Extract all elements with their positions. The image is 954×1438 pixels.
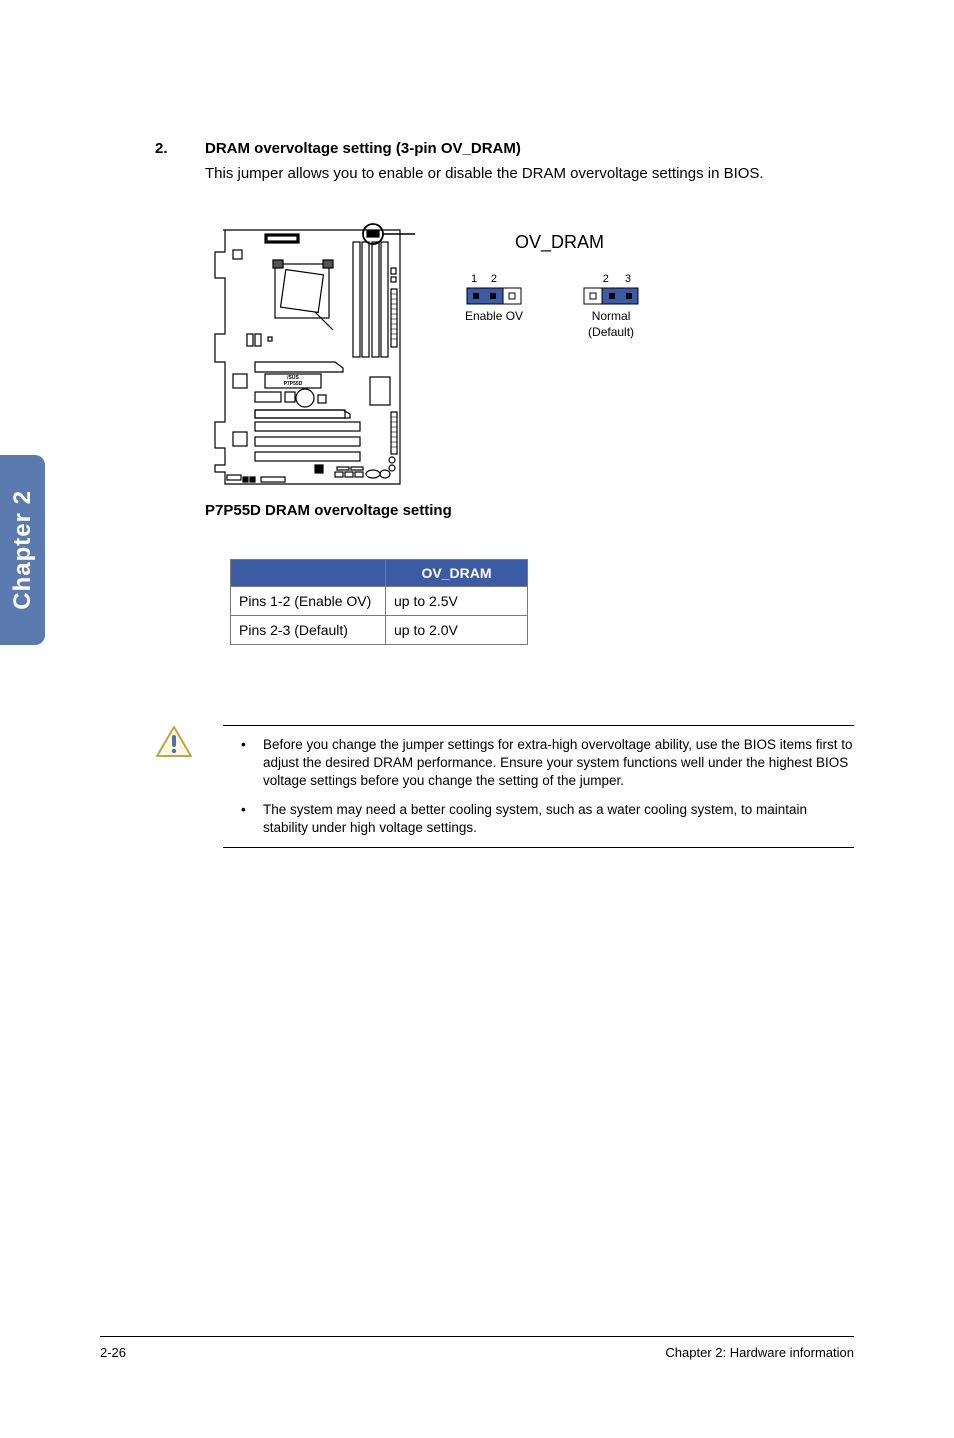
section-description: This jumper allows you to enable or disa… xyxy=(205,165,854,182)
table-row: Pins 1-2 (Enable OV) up to 2.5V xyxy=(231,587,528,616)
jumper-detail: OV_DRAM 1 2 Enable OV xyxy=(465,222,639,492)
table-cell-value: up to 2.0V xyxy=(386,616,528,645)
settings-table: OV_DRAM Pins 1-2 (Enable OV) up to 2.5V … xyxy=(230,559,528,645)
page-number: 2-26 xyxy=(100,1345,126,1360)
table-header-ovdram: OV_DRAM xyxy=(386,560,528,587)
caution-content: Before you change the jumper settings fo… xyxy=(223,725,854,848)
caution-item: The system may need a better cooling sys… xyxy=(223,801,854,837)
table-header-row: OV_DRAM xyxy=(231,560,528,587)
section-title: DRAM overvoltage setting (3-pin OV_DRAM) xyxy=(205,140,521,157)
jumper-enable-label: Enable OV xyxy=(465,309,523,325)
table-cell-pins: Pins 1-2 (Enable OV) xyxy=(231,587,386,616)
pin-numbers: 1 2 xyxy=(465,273,517,285)
jumper-enable-block: 1 2 Enable OV xyxy=(465,273,523,340)
caution-item: Before you change the jumper settings fo… xyxy=(223,736,854,791)
diagram-caption: P7P55D DRAM overvoltage setting xyxy=(205,502,854,519)
pin-2-label: 2 xyxy=(491,273,497,285)
table-row: Pins 2-3 (Default) up to 2.0V xyxy=(231,616,528,645)
jumper-options-row: 1 2 Enable OV 2 3 xyxy=(465,273,639,340)
table-cell-pins: Pins 2-3 (Default) xyxy=(231,616,386,645)
caution-note: Before you change the jumper settings fo… xyxy=(155,725,854,848)
pin-1-label: 1 xyxy=(471,273,477,285)
caution-icon xyxy=(155,725,193,848)
section-number: 2. xyxy=(155,140,205,157)
jumper-default-block: 2 3 Normal (Default) xyxy=(583,273,639,340)
chapter-side-label: Chapter 2 xyxy=(9,490,37,610)
jumper-header-label: OV_DRAM xyxy=(515,232,639,253)
section-heading: 2. DRAM overvoltage setting (3-pin OV_DR… xyxy=(155,140,854,157)
pin-numbers: 2 3 xyxy=(583,273,635,285)
table-header-blank xyxy=(231,560,386,587)
chapter-side-tab: Chapter 2 xyxy=(0,455,45,645)
pin-2-label: 2 xyxy=(603,273,609,285)
pin-3-label: 3 xyxy=(625,273,631,285)
svg-text:P7P55D: P7P55D xyxy=(284,381,303,387)
diagram-area: /SUS P7P55D xyxy=(205,222,854,492)
motherboard-diagram: /SUS P7P55D xyxy=(205,222,415,492)
table-cell-value: up to 2.5V xyxy=(386,587,528,616)
jumper-default-label: Normal (Default) xyxy=(583,309,639,340)
page-content: 2. DRAM overvoltage setting (3-pin OV_DR… xyxy=(0,0,954,848)
jumper-default-icon xyxy=(583,287,639,305)
footer-chapter: Chapter 2: Hardware information xyxy=(665,1345,854,1360)
jumper-enable-icon xyxy=(466,287,522,305)
page-footer: 2-26 Chapter 2: Hardware information xyxy=(100,1336,854,1360)
